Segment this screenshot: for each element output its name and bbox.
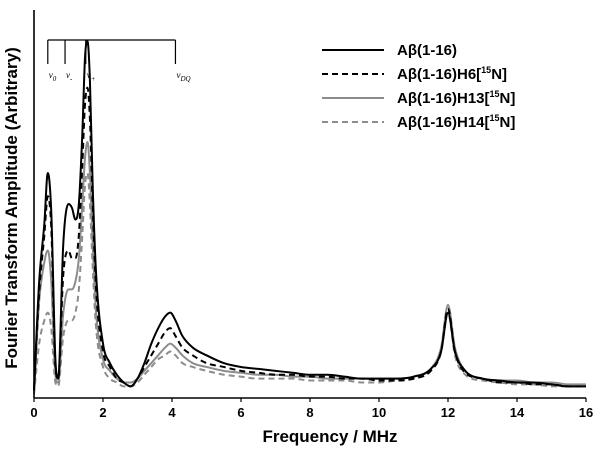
legend-label-text: Aβ(1-16)H6[ — [397, 66, 481, 83]
marker-symbol: ν — [87, 70, 91, 80]
legend-label-superscript: 15 — [490, 113, 500, 123]
marker-label: νDQ — [176, 70, 190, 83]
legend-label-text: Aβ(1-16)H13[ — [397, 90, 490, 107]
x-ticks: 0 2 4 6 8 10 12 14 16 — [30, 398, 593, 420]
marker-subscript: 0 — [53, 75, 57, 83]
x-tick-label: 6 — [237, 405, 244, 420]
x-tick-label: 14 — [510, 405, 525, 420]
series-line-4 — [33, 171, 586, 395]
legend-label-superscript: 15 — [490, 89, 500, 99]
x-tick-label: 4 — [168, 405, 176, 420]
x-tick-label: 2 — [99, 405, 106, 420]
x-tick-label: 16 — [579, 405, 593, 420]
legend-label-1: Aβ(1-16) — [397, 42, 457, 59]
legend-label-4: Aβ(1-16)H14[15N] — [397, 113, 515, 131]
legend-label-text: N] — [500, 114, 516, 131]
marker-subscript: DQ — [179, 75, 190, 83]
legend-label-text: Aβ(1-16)H14[ — [397, 114, 490, 131]
marker-subscript: + — [91, 75, 96, 83]
legend-label-text: N] — [491, 66, 507, 83]
legend-label-superscript: 15 — [481, 65, 491, 75]
marker-label: ν+ — [87, 70, 96, 83]
marker-subscript: - — [70, 75, 73, 83]
legend-label-text: N] — [500, 90, 516, 107]
marker-symbol: ν — [66, 70, 70, 80]
x-tick-label: 10 — [372, 405, 386, 420]
x-axis-title: Frequency / MHz — [262, 427, 397, 446]
series-line-1 — [33, 40, 586, 391]
marker-symbol: ν — [176, 70, 180, 80]
x-tick-label: 8 — [306, 405, 313, 420]
series-line-2 — [33, 86, 586, 391]
marker-label: ν0 — [49, 70, 57, 83]
marker-label: ν- — [66, 70, 73, 83]
transition-markers: ν0 ν-ν+ νDQ — [47, 39, 191, 83]
plot-area — [33, 40, 586, 395]
x-tick-label: 12 — [441, 405, 455, 420]
y-axis-title: Fourier Transform Amplitude (Arbitrary) — [2, 47, 21, 368]
legend-label-3: Aβ(1-16)H13[15N] — [397, 89, 515, 107]
x-tick-label: 0 — [30, 405, 37, 420]
legend-label-2: Aβ(1-16)H6[15N] — [397, 65, 507, 83]
series-line-3 — [33, 140, 586, 391]
legend: Aβ(1-16)Aβ(1-16)H6[15N]Aβ(1-16)H13[15N]A… — [322, 42, 515, 131]
legend-label-text: Aβ(1-16) — [397, 42, 457, 59]
marker-symbol: ν — [49, 70, 53, 80]
